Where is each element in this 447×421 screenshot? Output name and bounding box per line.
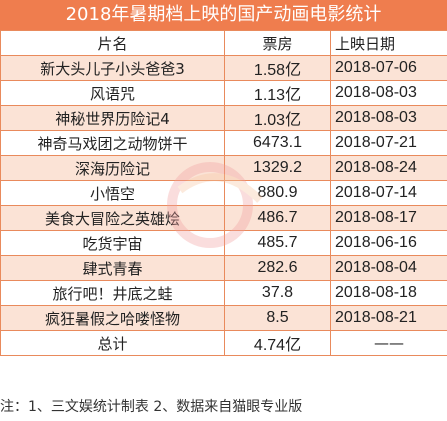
date-cell: 2018-08-04	[330, 255, 447, 281]
table-row: 新大头儿子小头爸爸3 1.58亿 2018-07-06	[0, 55, 447, 81]
box-office-cell: 485.7	[224, 230, 331, 256]
film-cell: 疯狂暑假之哈喽怪物	[0, 305, 225, 331]
box-office-cell: 486.7	[224, 205, 331, 231]
table-row: 深海历险记 1329.2 2018-08-24	[0, 155, 447, 181]
header-row: 片名 票房 上映日期	[0, 30, 447, 56]
table-row: 肆式青春 282.6 2018-08-04	[0, 255, 447, 281]
box-office-cell: 1.03亿	[224, 105, 331, 131]
table-row: 神奇马戏团之动物饼干 6473.1 2018-07-21	[0, 130, 447, 156]
film-cell: 小悟空	[0, 180, 225, 206]
film-cell: 肆式青春	[0, 255, 225, 281]
film-cell: 吃货宇宙	[0, 230, 225, 256]
date-cell: 2018-08-24	[330, 155, 447, 181]
date-cell: 2018-07-14	[330, 180, 447, 206]
table-row: 疯狂暑假之哈喽怪物 8.5 2018-08-21	[0, 305, 447, 331]
table-row: 旅行吧！井底之蛙 37.8 2018-08-18	[0, 280, 447, 306]
total-box-office: 4.74亿	[224, 330, 331, 356]
total-row: 总计 4.74亿 ——	[0, 330, 447, 356]
film-cell: 新大头儿子小头爸爸3	[0, 55, 225, 81]
film-cell: 旅行吧！井底之蛙	[0, 280, 225, 306]
film-cell: 风语咒	[0, 80, 225, 106]
film-cell: 深海历险记	[0, 155, 225, 181]
total-date: ——	[330, 330, 447, 356]
date-cell: 2018-08-21	[330, 305, 447, 331]
film-cell: 神奇马戏团之动物饼干	[0, 130, 225, 156]
box-office-cell: 6473.1	[224, 130, 331, 156]
table-row: 风语咒 1.13亿 2018-08-03	[0, 80, 447, 106]
film-cell: 美食大冒险之英雄烩	[0, 205, 225, 231]
table-title: 2018年暑期档上映的国产动画电影统计	[0, 0, 447, 30]
box-office-table: 片名 票房 上映日期 新大头儿子小头爸爸3 1.58亿 2018-07-06 风…	[0, 30, 447, 356]
film-cell: 神秘世界历险记4	[0, 105, 225, 131]
date-cell: 2018-07-21	[330, 130, 447, 156]
box-office-cell: 282.6	[224, 255, 331, 281]
date-cell: 2018-08-17	[330, 205, 447, 231]
date-cell: 2018-08-03	[330, 80, 447, 106]
date-cell: 2018-06-16	[330, 230, 447, 256]
header-release-date: 上映日期	[330, 30, 447, 56]
box-office-cell: 880.9	[224, 180, 331, 206]
date-cell: 2018-08-18	[330, 280, 447, 306]
box-office-cell: 1.58亿	[224, 55, 331, 81]
box-office-cell: 8.5	[224, 305, 331, 331]
footnote: 注：1、三文娱统计制表 2、数据来自猫眼专业版	[0, 399, 303, 415]
header-film: 片名	[0, 30, 225, 56]
table-row: 小悟空 880.9 2018-07-14	[0, 180, 447, 206]
date-cell: 2018-08-03	[330, 105, 447, 131]
total-label: 总计	[0, 330, 225, 356]
box-office-cell: 1329.2	[224, 155, 331, 181]
box-office-cell: 37.8	[224, 280, 331, 306]
box-office-cell: 1.13亿	[224, 80, 331, 106]
table-row: 美食大冒险之英雄烩 486.7 2018-08-17	[0, 205, 447, 231]
date-cell: 2018-07-06	[330, 55, 447, 81]
table-row: 吃货宇宙 485.7 2018-06-16	[0, 230, 447, 256]
header-box-office: 票房	[224, 30, 331, 56]
table-row: 神秘世界历险记4 1.03亿 2018-08-03	[0, 105, 447, 131]
